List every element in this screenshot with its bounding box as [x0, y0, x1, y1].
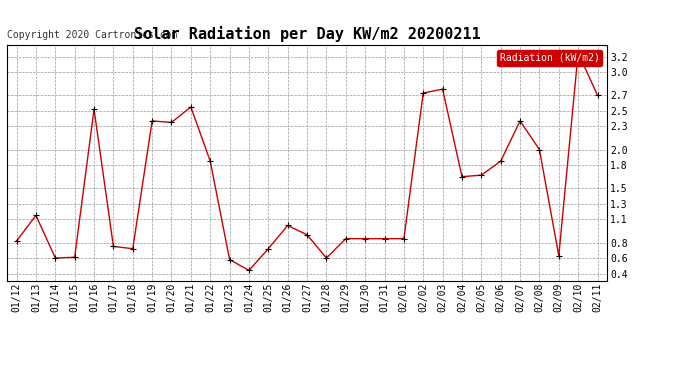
Title: Solar Radiation per Day KW/m2 20200211: Solar Radiation per Day KW/m2 20200211	[134, 27, 480, 42]
Legend: Radiation (kW/m2): Radiation (kW/m2)	[497, 50, 602, 66]
Text: Copyright 2020 Cartronics.com: Copyright 2020 Cartronics.com	[7, 30, 177, 40]
